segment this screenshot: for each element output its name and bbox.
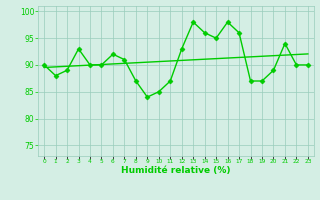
X-axis label: Humidité relative (%): Humidité relative (%) [121,166,231,175]
